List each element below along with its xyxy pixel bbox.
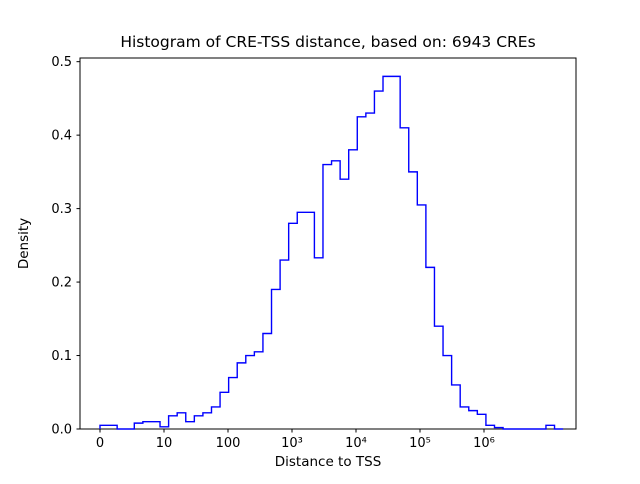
x-tick-label: 0 [96,436,104,451]
y-tick-label: 0.2 [51,276,72,291]
histogram-line [99,75,564,430]
x-axis-label: Distance to TSS [275,454,382,470]
x-tick-label: 10⁵ [409,436,431,451]
x-tick-label: 10⁶ [473,436,495,451]
x-tick-label: 10³ [281,436,303,451]
y-tick-label: 0.0 [51,423,72,438]
y-tick-label: 0.5 [51,55,72,70]
y-axis-ticks: 0.0 0.1 0.2 0.3 0.4 0.5 [51,55,80,438]
y-tick-label: 0.3 [51,202,72,217]
y-axis-label: Density [16,218,32,269]
chart-title: Histogram of CRE-TSS distance, based on:… [120,33,535,51]
y-tick-label: 0.4 [51,129,72,144]
x-tick-label: 100 [216,436,241,451]
x-tick-label: 10 [156,436,173,451]
y-tick-label: 0.1 [51,349,72,364]
x-axis-ticks: 0 10 100 10³ 10⁴ 10⁵ 10⁶ [96,429,495,451]
plot-area [79,57,577,430]
x-tick-label: 10⁴ [345,436,367,451]
